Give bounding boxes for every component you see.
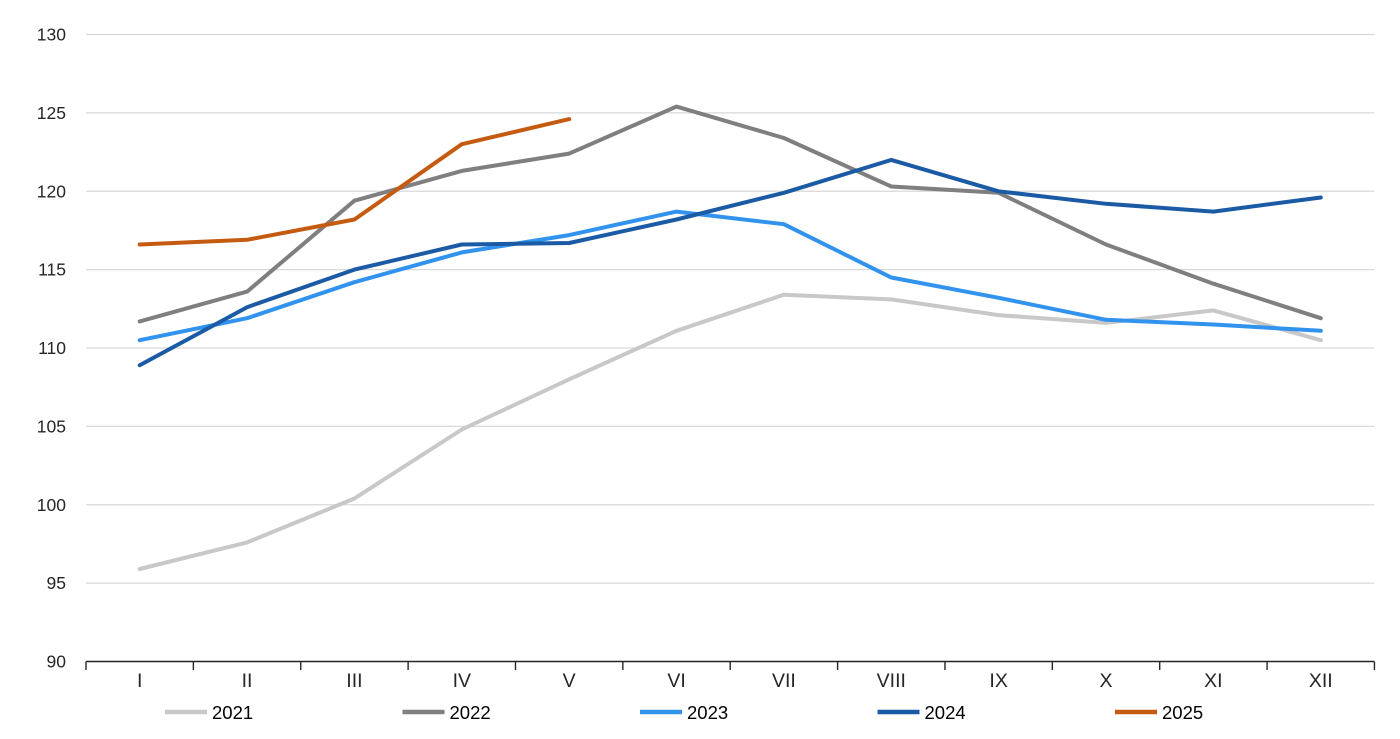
x-axis-label: IV <box>453 670 471 692</box>
y-axis-label: 110 <box>38 338 66 358</box>
x-axis-label: IX <box>989 670 1007 692</box>
x-axis-label: X <box>1100 670 1113 692</box>
y-axis-label: 125 <box>37 103 66 123</box>
series-line-2023 <box>137 209 1323 343</box>
legend-label-2025: 2025 <box>1162 702 1203 723</box>
x-axis-label: XII <box>1309 670 1333 692</box>
y-axis-label: 95 <box>47 573 66 593</box>
legend-label-2021: 2021 <box>212 702 253 723</box>
y-axis-label: 115 <box>38 260 66 280</box>
x-axis-label: III <box>346 670 362 692</box>
series-line-2025 <box>137 117 572 247</box>
y-axis-label: 100 <box>37 495 66 515</box>
x-axis-label: VIII <box>877 670 906 692</box>
y-axis-label: 120 <box>37 181 66 201</box>
series-line-2021 <box>137 292 1323 571</box>
legend-label-2024: 2024 <box>925 702 966 723</box>
series-line-2024 <box>137 157 1323 368</box>
y-axis-label: 130 <box>37 25 66 45</box>
x-axis-label: II <box>242 670 253 692</box>
x-axis-label: I <box>137 670 142 692</box>
y-axis-label: 105 <box>37 416 66 436</box>
legend-label-2023: 2023 <box>687 702 728 723</box>
y-axis-label: 90 <box>47 652 67 672</box>
x-axis-label: VI <box>667 670 685 692</box>
x-axis-label: VII <box>772 670 796 692</box>
x-axis-label: XI <box>1204 670 1222 692</box>
x-axis-label: V <box>563 670 576 692</box>
legend-label-2022: 2022 <box>450 702 491 723</box>
series-line-2022 <box>137 104 1323 324</box>
